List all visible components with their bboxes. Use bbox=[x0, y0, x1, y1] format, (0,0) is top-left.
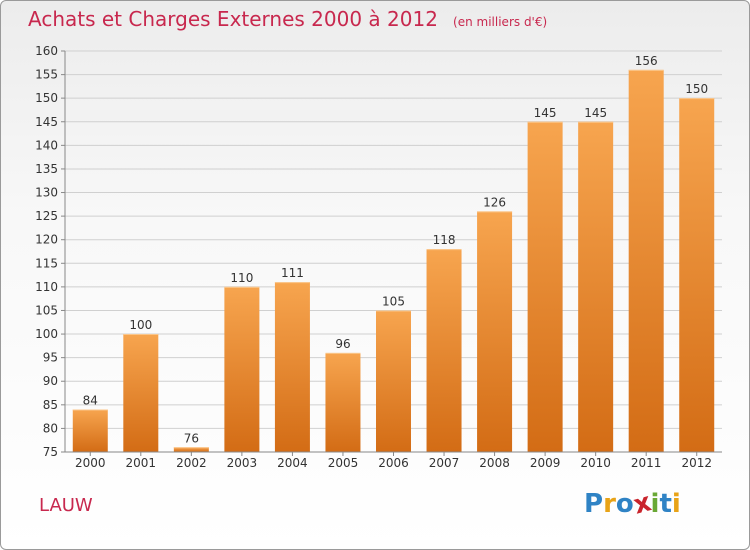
y-tick-label: 105 bbox=[35, 303, 58, 317]
y-tick-label: 85 bbox=[43, 398, 58, 412]
y-tick-label: 120 bbox=[35, 233, 58, 247]
x-tick-label: 2010 bbox=[580, 456, 611, 470]
y-tick-label: 80 bbox=[43, 421, 58, 435]
bar-2002 bbox=[173, 447, 209, 452]
y-tick-label: 145 bbox=[35, 115, 58, 129]
x-tick-label: 2004 bbox=[277, 456, 308, 470]
y-tick-label: 155 bbox=[35, 68, 58, 82]
y-tick-label: 75 bbox=[43, 445, 58, 459]
value-label: 84 bbox=[83, 394, 98, 408]
bar-2004 bbox=[274, 282, 310, 452]
value-label: 145 bbox=[534, 106, 557, 120]
y-tick-label: 90 bbox=[43, 374, 58, 388]
y-tick-label: 115 bbox=[35, 256, 58, 270]
value-label: 156 bbox=[635, 54, 658, 68]
value-label: 110 bbox=[230, 271, 253, 285]
logo-letter: i bbox=[650, 489, 660, 519]
value-label: 105 bbox=[382, 294, 405, 308]
y-tick-label: 110 bbox=[35, 280, 58, 294]
logo-letter: r bbox=[603, 489, 616, 519]
value-label: 100 bbox=[129, 318, 152, 332]
y-tick-label: 135 bbox=[35, 162, 58, 176]
y-tick-label: 100 bbox=[35, 327, 58, 341]
y-tick-label: 140 bbox=[35, 138, 58, 152]
bar-2000 bbox=[72, 409, 108, 452]
x-tick-label: 2012 bbox=[681, 456, 712, 470]
bar-2009 bbox=[527, 121, 563, 452]
value-label: 118 bbox=[433, 233, 456, 247]
value-label: 76 bbox=[184, 431, 199, 445]
x-tick-label: 2005 bbox=[328, 456, 359, 470]
axes bbox=[61, 50, 722, 456]
value-label: 126 bbox=[483, 195, 506, 209]
bars bbox=[72, 69, 715, 453]
bar-2007 bbox=[426, 249, 462, 452]
x-tick-label: 2008 bbox=[479, 456, 510, 470]
x-tick-label: 2000 bbox=[75, 456, 106, 470]
y-tick-label: 125 bbox=[35, 209, 58, 223]
x-tick-label: 2011 bbox=[631, 456, 662, 470]
x-tick-label: 2007 bbox=[429, 456, 460, 470]
value-label: 145 bbox=[584, 106, 607, 120]
value-label: 96 bbox=[335, 337, 350, 351]
bar-2006 bbox=[376, 310, 411, 452]
y-tick-label: 95 bbox=[43, 351, 58, 365]
logo-letter: o bbox=[615, 489, 634, 519]
bar-2005 bbox=[325, 352, 361, 452]
logo-letter: P bbox=[584, 489, 604, 519]
x-tick-label: 2009 bbox=[530, 456, 561, 470]
labels: 75 80 85 90 95 100 105 110 115 120 125 130 135 140 145… bbox=[35, 44, 712, 470]
x-tick-label: 2002 bbox=[176, 456, 207, 470]
chart-title: Achats et Charges Externes 2000 à 2012 bbox=[28, 7, 438, 31]
bar-2012 bbox=[679, 98, 715, 453]
y-tick-label: 160 bbox=[35, 44, 58, 58]
x-tick-label: 2006 bbox=[378, 456, 409, 470]
bar-2008 bbox=[477, 211, 513, 452]
value-label: 150 bbox=[685, 82, 708, 96]
bar-2003 bbox=[224, 286, 260, 452]
x-tick-label: 2001 bbox=[126, 456, 157, 470]
logo-letter: i bbox=[671, 489, 681, 519]
proxiti-logo: Proxiti bbox=[584, 487, 681, 520]
bar-2010 bbox=[578, 121, 614, 452]
x-tick-label: 2003 bbox=[227, 456, 258, 470]
value-label: 111 bbox=[281, 266, 304, 280]
y-tick-label: 130 bbox=[35, 186, 58, 200]
logo-letter: t bbox=[659, 489, 672, 519]
commune-name: LAUW bbox=[39, 495, 93, 516]
bar-2011 bbox=[628, 69, 664, 452]
bar-2001 bbox=[123, 334, 159, 452]
chart-subtitle: (en milliers d'€) bbox=[453, 15, 548, 29]
y-tick-label: 150 bbox=[35, 91, 58, 105]
title-row: Achats et Charges Externes 2000 à 2012 (… bbox=[28, 7, 547, 31]
